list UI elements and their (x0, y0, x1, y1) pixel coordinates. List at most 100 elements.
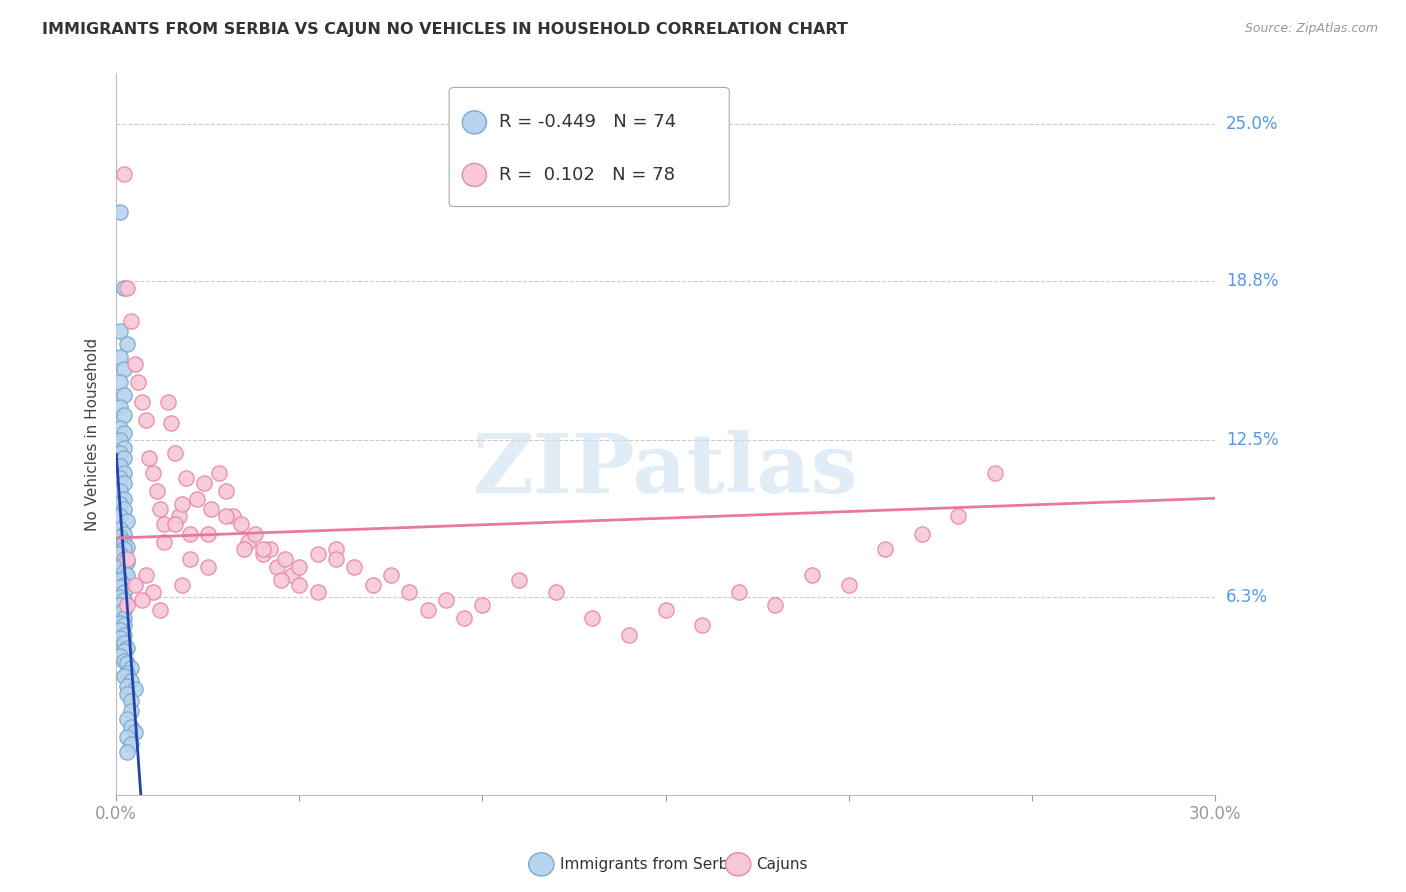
Point (343, 560, 366, 574)
Point (117, 515, 139, 529)
Point (117, 657, 139, 671)
Point (112, 388, 135, 402)
Point (112, 636, 135, 650)
Point (453, 610, 475, 624)
FancyBboxPatch shape (449, 87, 730, 207)
Point (120, 694, 142, 708)
Point (156, 395, 179, 409)
Point (108, 350, 131, 364)
Point (112, 491, 135, 506)
Point (112, 501, 135, 516)
Point (153, 516, 176, 531)
Point (112, 527, 135, 541)
Point (270, 573, 292, 587)
Point (654, 603, 676, 617)
Point (108, 631, 131, 645)
Point (117, 281, 139, 295)
Point (617, 628, 640, 642)
Point (471, 598, 494, 612)
Point (236, 534, 259, 549)
Point (690, 618, 713, 632)
Point (112, 669, 135, 683)
Point (112, 467, 135, 481)
Point (120, 661, 142, 675)
Point (138, 451, 160, 466)
Point (124, 357, 146, 371)
Text: R = -0.449   N = 74: R = -0.449 N = 74 (499, 113, 676, 131)
Point (273, 552, 295, 566)
Point (307, 585, 329, 599)
Point (325, 542, 347, 557)
Point (325, 552, 347, 566)
Point (222, 509, 245, 524)
Point (108, 205, 131, 219)
Point (259, 542, 281, 557)
Text: Cajuns: Cajuns (756, 857, 808, 871)
Point (142, 467, 165, 481)
Point (434, 593, 457, 607)
Text: 18.8%: 18.8% (1226, 272, 1278, 290)
Point (108, 325, 131, 339)
Point (508, 573, 530, 587)
Point (117, 687, 139, 701)
Point (179, 552, 201, 566)
Point (208, 467, 231, 481)
Point (245, 527, 267, 541)
Point (117, 666, 139, 681)
Text: 12.5%: 12.5% (1226, 432, 1278, 450)
Point (149, 603, 172, 617)
Ellipse shape (463, 163, 486, 186)
Point (135, 567, 157, 582)
Point (117, 555, 139, 569)
Point (581, 610, 603, 624)
Point (124, 578, 146, 592)
Point (984, 467, 1007, 481)
Point (544, 585, 567, 599)
Point (108, 547, 131, 561)
Point (153, 534, 176, 549)
Point (266, 560, 288, 574)
Point (120, 738, 142, 752)
Point (108, 497, 131, 511)
Point (108, 401, 131, 415)
Point (108, 606, 131, 620)
Point (108, 615, 131, 630)
Point (801, 567, 824, 582)
Point (727, 585, 749, 599)
Point (120, 674, 142, 689)
Point (112, 585, 135, 599)
Point (174, 471, 197, 485)
Point (117, 745, 139, 759)
Point (288, 560, 311, 574)
Text: 6.3%: 6.3% (1226, 589, 1268, 607)
Ellipse shape (463, 111, 486, 134)
Point (131, 593, 153, 607)
Point (131, 395, 153, 409)
Point (112, 552, 135, 566)
Point (108, 624, 131, 638)
Point (233, 542, 256, 557)
Point (120, 720, 142, 734)
Point (112, 643, 135, 657)
Point (416, 603, 439, 617)
Point (145, 483, 167, 498)
Point (108, 522, 131, 536)
Point (117, 730, 139, 744)
Point (229, 516, 252, 531)
Point (186, 491, 208, 506)
Point (167, 509, 190, 524)
Point (875, 542, 897, 557)
Point (112, 603, 135, 617)
Point (112, 542, 135, 557)
Point (108, 483, 131, 498)
Point (108, 434, 131, 448)
Point (117, 679, 139, 693)
Point (108, 420, 131, 434)
Y-axis label: No Vehicles in Household: No Vehicles in Household (86, 337, 100, 531)
Point (142, 585, 165, 599)
Point (380, 567, 402, 582)
Point (108, 446, 131, 460)
Point (112, 628, 135, 642)
Point (127, 375, 149, 389)
Point (948, 509, 970, 524)
